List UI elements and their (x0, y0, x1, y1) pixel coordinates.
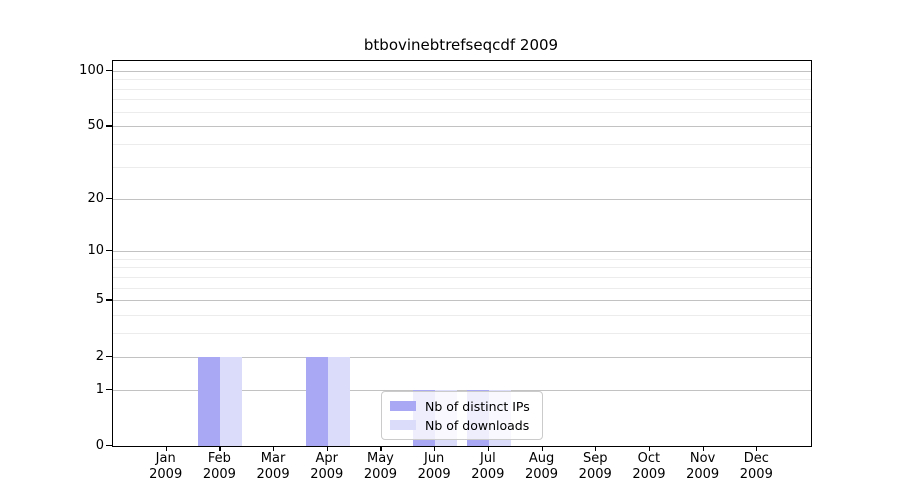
minor-gridline (113, 111, 811, 113)
x-tick-year: 2009 (363, 467, 397, 482)
minor-gridline (113, 287, 811, 289)
major-gridline (113, 356, 811, 358)
legend-swatch-distinct-ips (390, 401, 416, 411)
y-tick-label: 0 (95, 438, 104, 453)
major-gridline (113, 126, 811, 128)
y-tick-mark (106, 250, 112, 252)
x-tick-month: Jun (423, 451, 445, 466)
y-tick-label: 2 (95, 348, 104, 364)
x-tick-mark (434, 446, 436, 451)
bar-nb-of-downloads-apr (327, 356, 350, 446)
x-tick-year: 2009 (310, 467, 344, 482)
major-gridline (113, 198, 811, 200)
minor-gridline (113, 258, 811, 260)
y-tick-label: 5 (95, 292, 104, 308)
x-tick-month: Oct (637, 451, 661, 466)
x-tick-label: Apr 2009 (295, 451, 359, 483)
x-tick-mark (541, 446, 543, 451)
major-gridline (113, 389, 811, 391)
x-tick-month: Aug (528, 451, 555, 466)
x-tick-month: Apr (315, 451, 339, 466)
x-tick-year: 2009 (524, 467, 559, 482)
legend-swatch-downloads (390, 420, 416, 430)
minor-gridline (113, 144, 811, 146)
x-tick-mark (380, 446, 382, 451)
chart-title: btbovinebtrefseqcdf 2009 (363, 36, 559, 54)
major-gridline (113, 70, 811, 72)
x-tick-label: Sep 2009 (563, 451, 627, 483)
minor-gridline (113, 79, 811, 81)
x-tick-month: Jan (155, 451, 176, 466)
y-tick-label: 1 (95, 381, 104, 397)
x-tick-mark (326, 446, 328, 451)
y-tick-label: 50 (87, 118, 104, 134)
major-gridline (113, 251, 811, 253)
x-tick-month: Sep (582, 451, 608, 466)
legend-label-distinct-ips: Nb of distinct IPs (425, 398, 530, 414)
y-tick-mark (106, 69, 112, 72)
bar-nb-of-distinct-ips-apr (305, 356, 328, 446)
minor-gridline (113, 315, 811, 317)
x-tick-mark (648, 446, 651, 451)
x-tick-year: 2009 (739, 467, 773, 482)
x-tick-month: Nov (689, 451, 716, 466)
x-tick-label: Aug 2009 (510, 451, 574, 483)
x-tick-mark (702, 446, 704, 451)
x-tick-year: 2009 (632, 467, 666, 482)
y-tick-mark (106, 388, 112, 390)
x-tick-label: Jul 2009 (456, 451, 520, 483)
x-tick-year: 2009 (471, 467, 505, 482)
legend-item-downloads: Nb of downloads (390, 417, 534, 433)
bar-nb-of-downloads-feb (220, 356, 243, 446)
x-tick-month: Jul (480, 451, 496, 466)
x-tick-label: Dec 2009 (724, 451, 788, 483)
y-tick-mark (106, 197, 112, 199)
minor-gridline (113, 333, 811, 335)
y-tick-mark (106, 445, 112, 447)
major-gridline (113, 300, 811, 302)
x-tick-label: May 2009 (348, 451, 412, 483)
y-tick-mark (106, 125, 112, 127)
y-tick-mark (106, 299, 112, 301)
x-tick-year: 2009 (417, 467, 451, 482)
x-tick-mark (595, 446, 597, 451)
x-tick-month: Dec (743, 451, 769, 466)
legend-item-distinct-ips: Nb of distinct IPs (390, 398, 534, 414)
y-tick-mark (106, 355, 112, 357)
minor-gridline (113, 88, 811, 90)
y-tick-label: 10 (87, 243, 104, 259)
x-tick-year: 2009 (578, 467, 612, 482)
minor-gridline (113, 276, 811, 278)
x-tick-mark (219, 446, 221, 451)
x-tick-month: May (367, 451, 394, 466)
x-tick-mark (487, 446, 490, 451)
x-tick-label: Mar 2009 (241, 451, 305, 483)
minor-gridline (113, 99, 811, 101)
x-tick-year: 2009 (256, 467, 290, 482)
minor-gridline (113, 267, 811, 269)
x-tick-month: Feb (207, 451, 231, 466)
bar-nb-of-distinct-ips-feb (198, 356, 221, 446)
minor-gridline (113, 166, 811, 168)
x-tick-mark (756, 446, 758, 451)
x-tick-label: Oct 2009 (617, 451, 681, 483)
x-tick-label: Nov 2009 (671, 451, 735, 483)
x-tick-year: 2009 (149, 467, 183, 482)
x-tick-label: Jun 2009 (402, 451, 466, 483)
x-tick-year: 2009 (202, 467, 236, 482)
x-tick-year: 2009 (686, 467, 720, 482)
x-tick-label: Jan 2009 (134, 451, 198, 483)
x-tick-mark (165, 446, 167, 451)
x-tick-label: Feb 2009 (187, 451, 251, 483)
x-tick-month: Mar (260, 451, 286, 466)
legend-label-downloads: Nb of downloads (425, 417, 530, 433)
legend: Nb of distinct IPs Nb of downloads (381, 391, 543, 440)
x-tick-mark (273, 446, 275, 451)
y-tick-label: 20 (87, 190, 104, 206)
y-tick-label: 100 (79, 62, 104, 78)
plot-area: Nb of distinct IPs Nb of downloads (112, 60, 812, 447)
